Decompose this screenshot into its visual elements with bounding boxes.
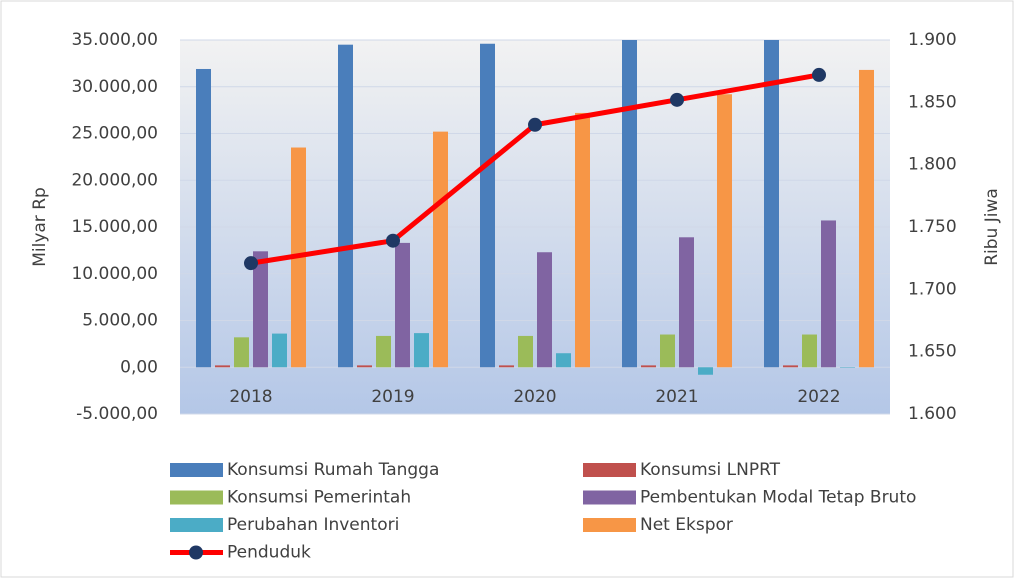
legend-label: Konsumsi Rumah Tangga bbox=[227, 460, 439, 480]
legend-marker bbox=[189, 545, 203, 560]
y-tick-label: 20.000,00 bbox=[71, 170, 158, 190]
bar bbox=[840, 367, 855, 368]
y-tick-label: 15.000,00 bbox=[71, 217, 158, 237]
bar bbox=[859, 69, 874, 368]
bar bbox=[802, 334, 817, 368]
y-tick-label: 5.000,00 bbox=[82, 311, 158, 331]
bar bbox=[234, 337, 249, 368]
y-axis-title: Milyar Rp bbox=[30, 187, 50, 267]
legend-label: Konsumsi LNPRT bbox=[640, 460, 781, 480]
y-tick-label: 35.000,00 bbox=[71, 30, 158, 50]
legend-label: Perubahan Inventori bbox=[227, 515, 399, 535]
y2-tick-label: 1.900 bbox=[908, 30, 957, 50]
legend-label: Net Ekspor bbox=[640, 515, 733, 535]
y2-tick-label: 1.700 bbox=[908, 279, 957, 299]
y2-tick-label: 1.600 bbox=[908, 404, 957, 424]
bar bbox=[196, 68, 211, 368]
bar bbox=[357, 365, 372, 368]
y-tick-label: 30.000,00 bbox=[71, 77, 158, 97]
x-tick-label: 2019 bbox=[371, 387, 414, 407]
legend-label: Penduduk bbox=[227, 543, 311, 563]
bars bbox=[196, 40, 874, 375]
bar bbox=[783, 365, 798, 368]
bar bbox=[821, 220, 836, 368]
legend-swatch bbox=[170, 518, 223, 532]
legend-label: Pembentukan Modal Tetap Bruto bbox=[640, 488, 916, 508]
legend-label: Konsumsi Pemerintah bbox=[227, 488, 411, 508]
legend-swatch bbox=[170, 463, 223, 477]
bar bbox=[376, 335, 391, 368]
bar bbox=[433, 131, 448, 368]
x-tick-label: 2022 bbox=[797, 387, 840, 407]
y2-axis-title: Ribu Jiwa bbox=[982, 188, 1002, 266]
bar bbox=[414, 333, 429, 368]
x-tick-label: 2018 bbox=[229, 387, 272, 407]
y2-tick-label: 1.650 bbox=[908, 342, 957, 362]
legend-swatch bbox=[583, 490, 636, 505]
bar bbox=[272, 333, 287, 368]
bar bbox=[698, 367, 713, 375]
y-tick-label: 25.000,00 bbox=[71, 124, 158, 144]
bar bbox=[622, 40, 637, 368]
legend-swatch bbox=[583, 463, 636, 477]
legend-swatch bbox=[170, 490, 223, 505]
line-marker bbox=[812, 67, 826, 82]
x-tick-label: 2020 bbox=[513, 387, 556, 407]
bar bbox=[518, 335, 533, 368]
bar bbox=[575, 112, 590, 368]
bar bbox=[253, 251, 268, 368]
x-tick-label: 2021 bbox=[655, 387, 698, 407]
line-marker bbox=[386, 233, 400, 248]
y2-tick-label: 1.750 bbox=[908, 217, 957, 237]
y-tick-label: -5.000,00 bbox=[76, 404, 158, 424]
bar bbox=[641, 365, 656, 368]
bar bbox=[537, 252, 552, 368]
bar bbox=[717, 94, 732, 368]
y-tick-label: 0,00 bbox=[120, 357, 158, 377]
y-tick-label: 10.000,00 bbox=[71, 264, 158, 284]
bar bbox=[480, 43, 495, 368]
y2-tick-label: 1.850 bbox=[908, 92, 957, 112]
bar bbox=[215, 365, 230, 368]
bar bbox=[679, 237, 694, 368]
bar bbox=[499, 365, 514, 368]
bar bbox=[338, 44, 353, 368]
bar bbox=[764, 40, 779, 368]
bar bbox=[395, 242, 410, 368]
bar bbox=[556, 353, 571, 368]
line-marker bbox=[528, 117, 542, 132]
bar bbox=[660, 334, 675, 368]
y2-tick-label: 1.800 bbox=[908, 155, 957, 175]
legend-swatch bbox=[583, 518, 636, 532]
line-marker bbox=[244, 256, 258, 271]
line-marker bbox=[670, 92, 684, 107]
